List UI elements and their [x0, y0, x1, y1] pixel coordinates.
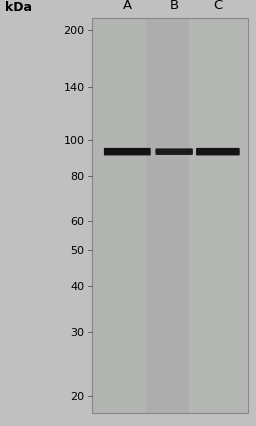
Text: B: B: [169, 0, 179, 12]
Point: [91, 85, 94, 90]
Point: [87, 85, 90, 90]
Bar: [92, 19, 146, 413]
Point: [87, 248, 90, 253]
Text: 80: 80: [70, 171, 84, 181]
Point: [87, 219, 90, 225]
Text: 200: 200: [63, 26, 84, 36]
Text: 140: 140: [63, 82, 84, 92]
Text: 30: 30: [70, 327, 84, 337]
Point: [91, 394, 94, 399]
Text: 40: 40: [70, 281, 84, 291]
Point: [91, 219, 94, 225]
Text: A: A: [123, 0, 132, 12]
Point: [91, 284, 94, 289]
Point: [87, 138, 90, 143]
Text: 50: 50: [70, 246, 84, 256]
Bar: [146, 19, 189, 413]
FancyBboxPatch shape: [155, 149, 193, 155]
Text: 60: 60: [70, 217, 84, 227]
FancyBboxPatch shape: [196, 149, 240, 156]
Text: kDa: kDa: [5, 1, 32, 14]
Bar: [92, 19, 248, 413]
FancyBboxPatch shape: [104, 149, 151, 156]
Point: [91, 28, 94, 33]
Point: [87, 284, 90, 289]
Point: [91, 138, 94, 143]
Point: [91, 329, 94, 334]
Point: [87, 28, 90, 33]
Point: [87, 174, 90, 179]
Bar: [189, 19, 248, 413]
Point: [91, 174, 94, 179]
Text: 100: 100: [63, 136, 84, 146]
Point: [87, 329, 90, 334]
Text: C: C: [213, 0, 222, 12]
Text: 20: 20: [70, 391, 84, 401]
Point: [87, 394, 90, 399]
Point: [91, 248, 94, 253]
